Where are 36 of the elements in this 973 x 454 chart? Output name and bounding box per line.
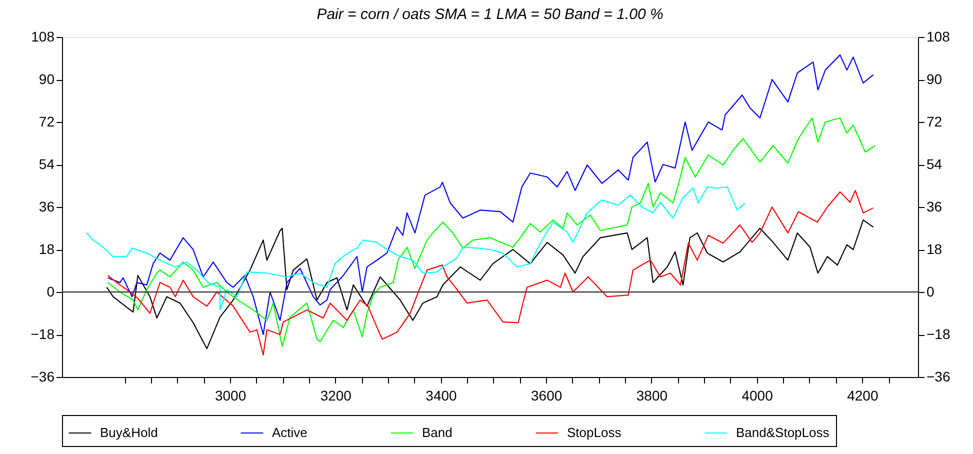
y-tick-label: 18	[38, 241, 55, 257]
y2-tick-label: 18	[926, 241, 942, 257]
chart-title: Pair = corn / oats SMA = 1 LMA = 50 Band = 1.00 %	[316, 6, 664, 23]
y2-tick-label: −36	[926, 368, 950, 384]
y2-tick-label: 90	[926, 71, 942, 87]
legend-label: StopLoss	[567, 425, 622, 440]
x-tick-label: 4200	[847, 388, 878, 404]
legend-label: Active	[272, 425, 308, 440]
y2-tick-label: 108	[926, 28, 950, 44]
line-series	[107, 117, 876, 347]
y-tick-label: −18	[30, 326, 55, 342]
x-tick-label: 3200	[320, 388, 352, 404]
y2-tick-label: 0	[926, 284, 934, 300]
x-tick-label: 3400	[426, 388, 458, 404]
y-tick-label: −36	[30, 368, 55, 384]
legend-label: Buy&Hold	[100, 425, 158, 440]
y2-tick-label: 36	[926, 198, 942, 214]
x-tick-label: 3000	[214, 388, 246, 404]
y-tick-label: 90	[38, 71, 55, 87]
y-tick-label: 36	[38, 198, 55, 214]
y2-tick-label: 72	[926, 114, 942, 130]
x-tick-label: 4000	[742, 388, 774, 404]
y-tick-label: 0	[46, 284, 55, 300]
y2-tick-label: −18	[926, 326, 950, 342]
y-tick-label: 54	[38, 156, 55, 172]
legend-label: Band	[422, 425, 452, 440]
x-tick-label: 3600	[531, 388, 562, 404]
x-tick-label: 3800	[636, 388, 668, 404]
line-series	[86, 186, 746, 310]
line-series	[107, 190, 874, 356]
legend-label: Band&StopLoss	[736, 425, 830, 440]
y-tick-label: 72	[38, 114, 55, 130]
y-tick-label: 108	[31, 28, 55, 44]
y2-tick-label: 54	[926, 156, 942, 172]
line-series	[106, 219, 874, 350]
line-series	[107, 54, 874, 336]
